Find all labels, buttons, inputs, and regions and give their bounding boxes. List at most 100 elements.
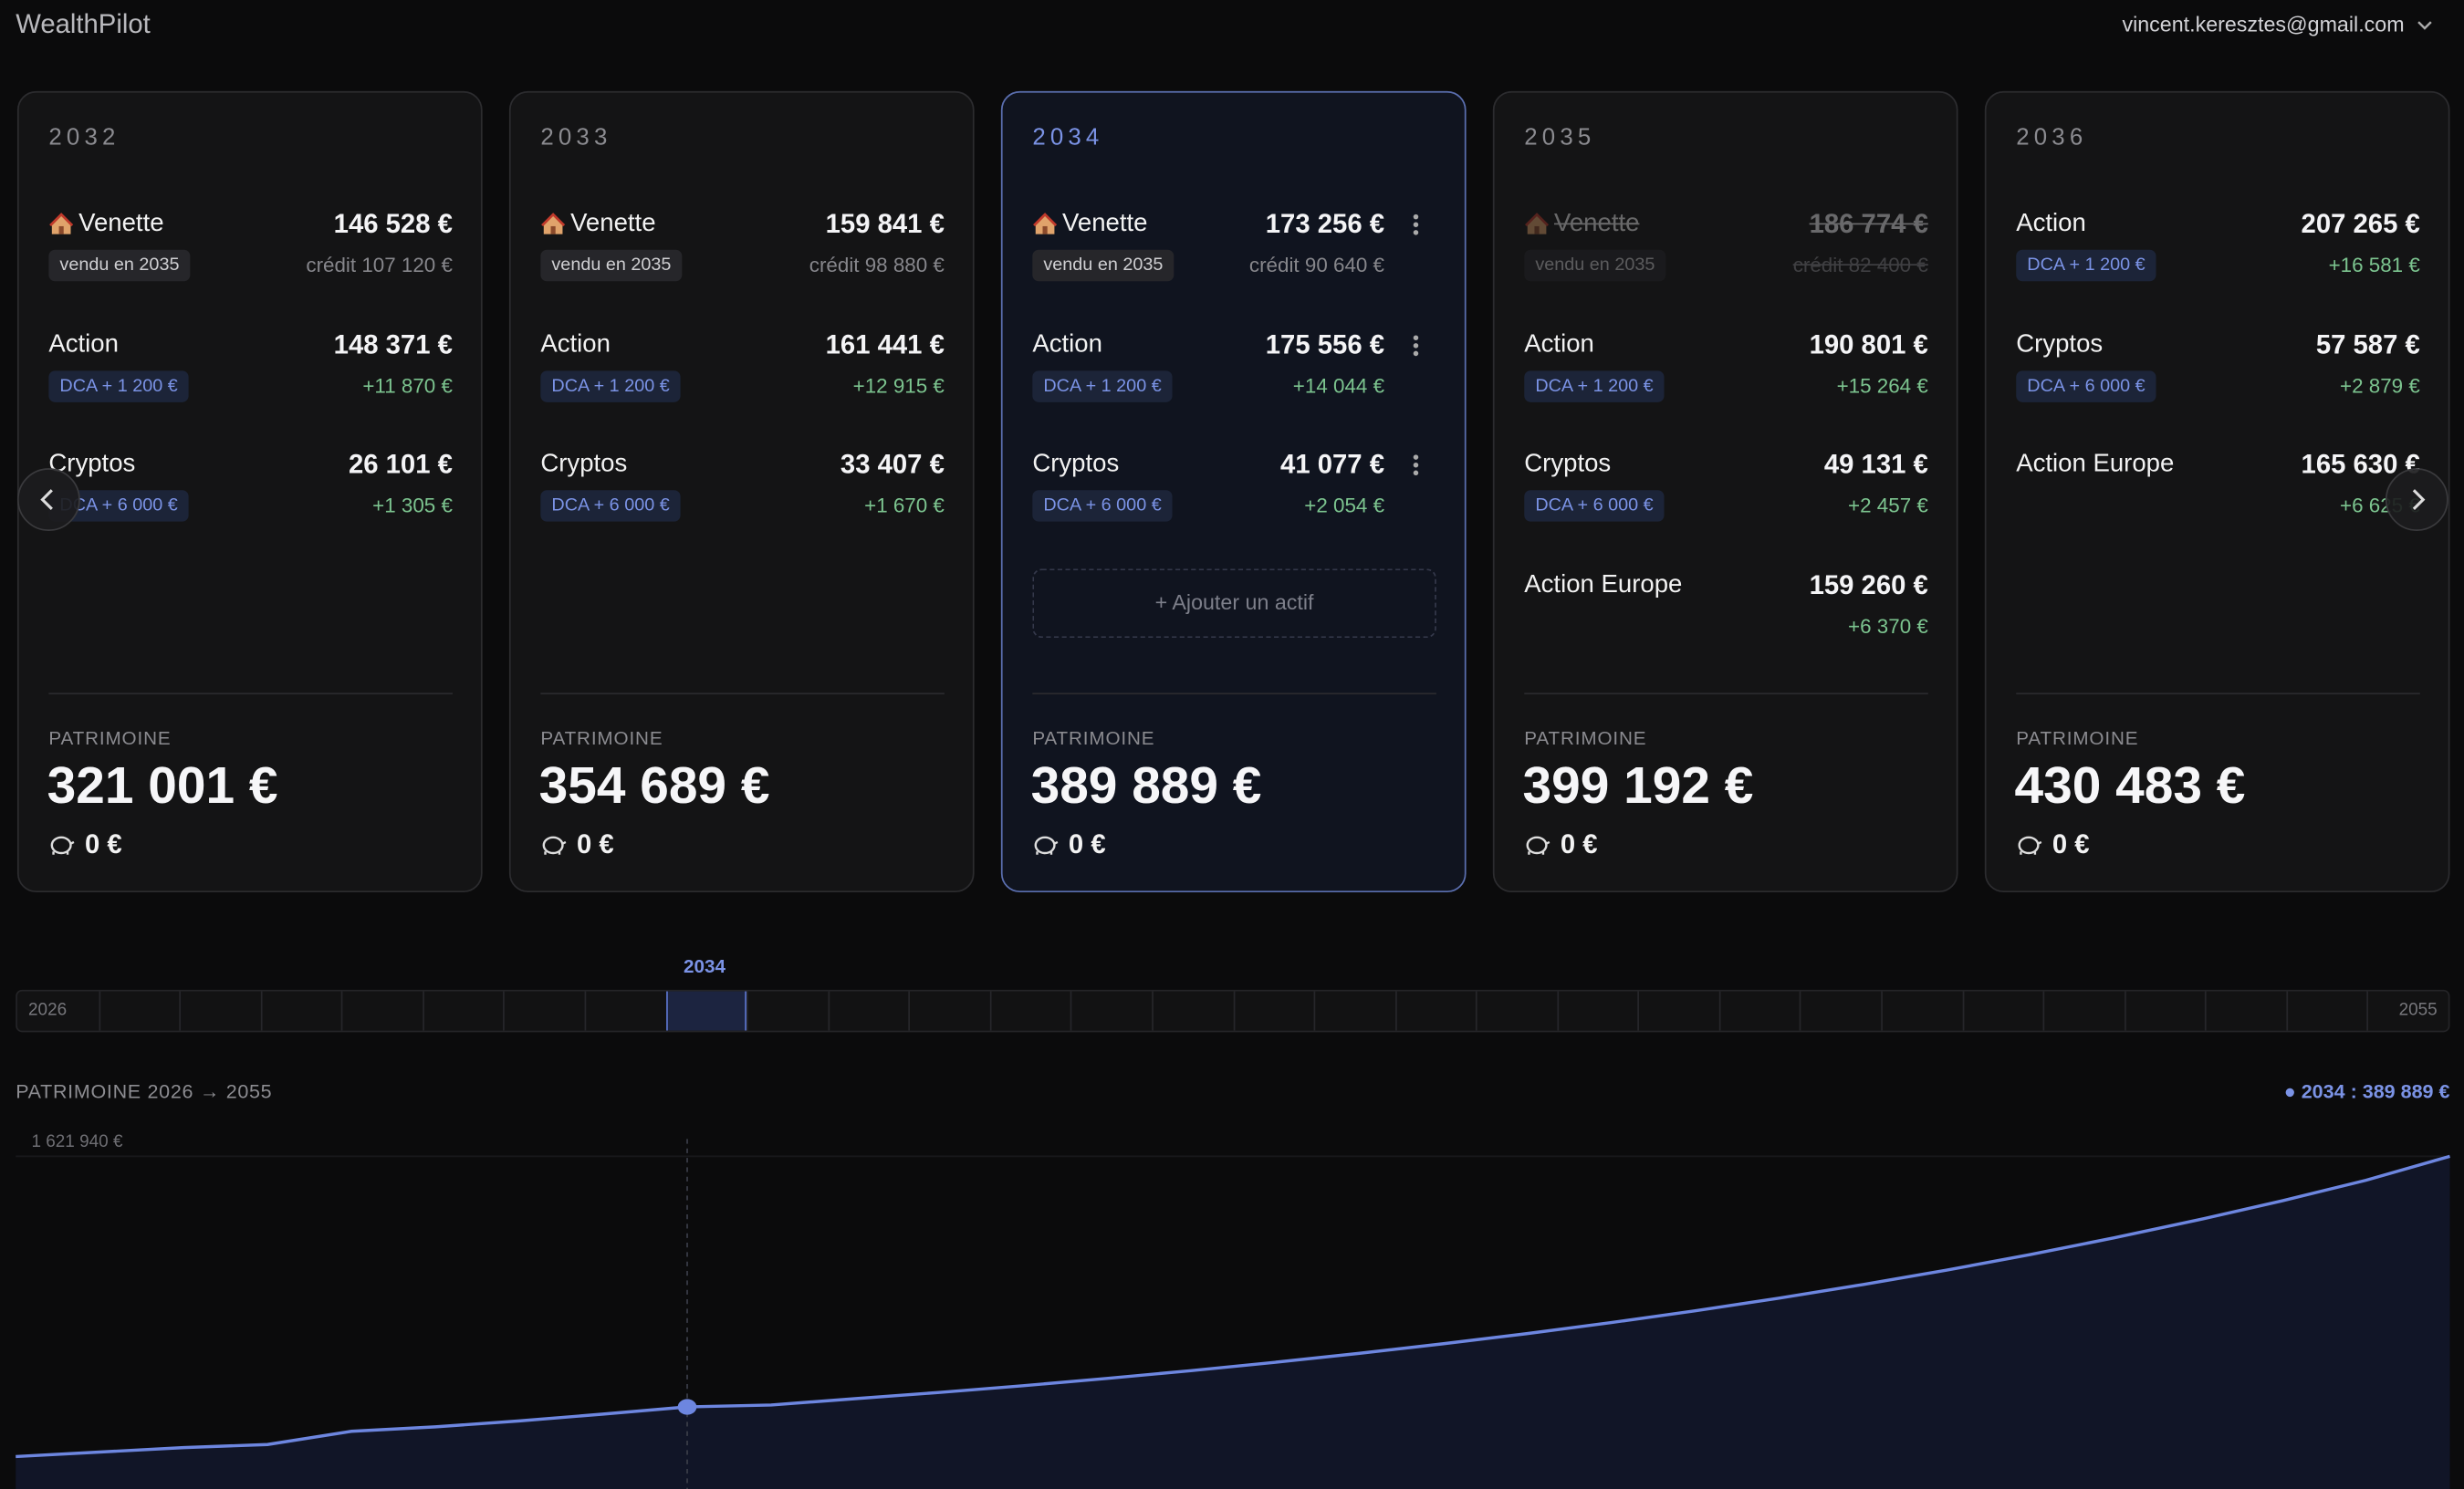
patrimoine-total: 321 001 € <box>47 755 278 814</box>
savings-value: 0 € <box>1560 829 1598 859</box>
asset-sub: +2 457 € <box>1848 493 1928 517</box>
timeline-cell-divider <box>422 991 424 1031</box>
card-year: 2035 <box>1524 124 1596 151</box>
card-divider <box>1524 692 1928 695</box>
timeline-cell-divider <box>1232 991 1235 1031</box>
selected-point <box>677 1399 697 1415</box>
chart-title: PATRIMOINE 2026 → 2055 <box>16 1080 273 1103</box>
line <box>16 1154 2450 1459</box>
asset-badge: DCA + 6 000 € <box>2016 370 2156 401</box>
brand: WealthPilot <box>16 9 151 40</box>
savings-icon <box>542 836 567 855</box>
asset-menu[interactable] <box>1410 212 1423 237</box>
timeline-cell-divider <box>1557 991 1559 1031</box>
patrimoine-label: PATRIMOINE <box>1524 727 1647 750</box>
nav-next[interactable] <box>2385 468 2448 532</box>
asset-menu[interactable] <box>1410 453 1423 478</box>
asset-name: Venette <box>570 210 656 238</box>
y-tick-label: 1 621 940 € <box>31 1132 123 1151</box>
house-icon <box>1033 213 1058 234</box>
timeline-cell-divider <box>2286 991 2288 1031</box>
year-card[interactable]: 2033 Venette 159 841 € vendu en 2035 crédit … <box>508 90 975 893</box>
timeline-cell-divider <box>98 991 100 1031</box>
year-card[interactable]: 2035 Venette 186 774 € vendu en 2035 crédit … <box>1492 90 1958 893</box>
timeline-selected-label: 2034 <box>683 954 726 978</box>
savings-value: 0 € <box>1068 829 1106 859</box>
year-card[interactable]: 2036 Action 207 265 € DCA + 1 200 € +16 581 … <box>1984 90 2450 893</box>
timeline-cell-divider <box>2205 991 2208 1031</box>
nav-prev[interactable] <box>16 468 80 532</box>
asset-sub: +1 305 € <box>372 493 453 517</box>
timeline-cell-divider <box>1070 991 1072 1031</box>
asset-sub: +15 264 € <box>1836 372 1928 397</box>
savings-icon <box>1526 836 1550 855</box>
asset-value: 161 441 € <box>825 328 945 359</box>
asset-value: 26 101 € <box>348 449 453 480</box>
asset-badge: vendu en 2035 <box>540 249 683 282</box>
timeline-cell-divider <box>1394 991 1397 1031</box>
timeline-cell-divider <box>747 991 748 1031</box>
asset-name: Venette <box>1062 210 1148 238</box>
timeline-cell-divider <box>2366 991 2369 1031</box>
card-year: 2034 <box>1032 124 1104 151</box>
asset-value: 159 841 € <box>825 209 945 239</box>
asset-badge: DCA + 6 000 € <box>1524 490 1665 522</box>
patrimoine-label: PATRIMOINE <box>540 727 663 750</box>
year-card[interactable]: 2034 Venette 173 256 € vendu en 2035 crédit … <box>1000 90 1467 893</box>
savings-icon <box>1034 836 1059 855</box>
asset-badge: DCA + 6 000 € <box>540 490 681 522</box>
asset-sub: crédit 82 400 € <box>1792 253 1928 277</box>
asset-sub: +1 670 € <box>864 493 945 517</box>
asset-badge: DCA + 1 200 € <box>48 370 189 401</box>
card-divider <box>540 692 945 695</box>
asset-badge: DCA + 1 200 € <box>1524 370 1665 401</box>
patrimoine-total: 354 689 € <box>538 755 770 814</box>
asset-name: Action <box>540 330 611 358</box>
patrimoine-total: 399 192 € <box>1522 755 1754 814</box>
card-year: 2032 <box>48 124 120 151</box>
asset-badge: DCA + 6 000 € <box>1032 490 1173 522</box>
timeline-cell-divider <box>827 991 830 1031</box>
user-chevron[interactable] <box>2417 19 2432 32</box>
card-divider <box>48 692 453 695</box>
asset-value: 175 556 € <box>1265 328 1385 359</box>
house-icon <box>49 213 74 234</box>
savings-value: 0 € <box>2052 829 2090 859</box>
savings-icon <box>50 836 75 855</box>
asset-name: Action <box>1032 330 1102 358</box>
card-divider <box>1032 692 1436 695</box>
asset-name: Action Europe <box>1524 570 1683 599</box>
timeline-start: 2026 <box>27 1000 68 1020</box>
asset-name: Cryptos <box>2016 330 2104 358</box>
card-year: 2036 <box>2016 124 2088 151</box>
asset-badge: DCA + 1 200 € <box>540 370 681 401</box>
asset-value: 148 371 € <box>333 328 453 359</box>
patrimoine-label: PATRIMOINE <box>1032 727 1155 750</box>
timeline[interactable]: 2026 2055 <box>16 989 2450 1033</box>
asset-name: Action <box>1524 330 1594 358</box>
add-asset-button[interactable]: + Ajouter un actif <box>1032 567 1436 638</box>
asset-badge: DCA + 1 200 € <box>2016 249 2156 282</box>
asset-badge: vendu en 2035 <box>48 249 191 282</box>
asset-sub: +12 915 € <box>852 372 945 397</box>
savings-value: 0 € <box>576 829 614 859</box>
asset-value: 49 131 € <box>1823 449 1928 480</box>
asset-name: Cryptos <box>1032 451 1120 478</box>
asset-menu[interactable] <box>1410 332 1423 358</box>
timeline-cell-divider <box>2124 991 2126 1031</box>
timeline-cell-divider <box>584 991 587 1031</box>
user-menu[interactable]: vincent.keresztes@gmail.com <box>2122 12 2405 36</box>
timeline-cell-divider <box>2042 991 2045 1031</box>
timeline-cell-divider <box>1637 991 1640 1031</box>
timeline-cell-divider <box>1313 991 1316 1031</box>
savings-value: 0 € <box>84 829 122 859</box>
year-card[interactable]: 2032 Venette 146 528 € vendu en 2035 crédit … <box>16 90 483 893</box>
timeline-cell-divider <box>1962 991 1964 1031</box>
asset-value: 190 801 € <box>1809 328 1928 359</box>
asset-name: Action <box>48 330 119 358</box>
asset-badge: vendu en 2035 <box>1524 249 1666 282</box>
patrimoine-total: 430 483 € <box>2014 755 2246 814</box>
timeline-cell-divider <box>179 991 182 1031</box>
